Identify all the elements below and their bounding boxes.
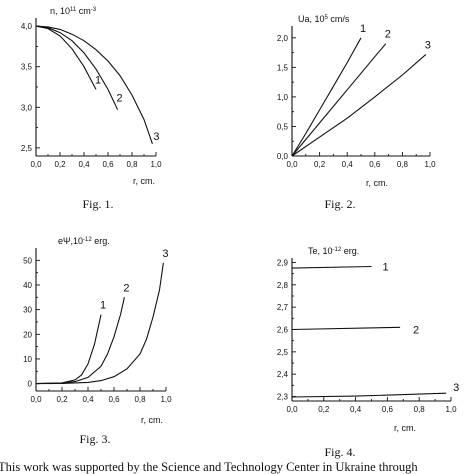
x-tick-label: 0,6 xyxy=(108,395,120,404)
y-axis-label: n, 1011 cm-3 xyxy=(50,6,97,16)
series-line-3 xyxy=(35,25,153,144)
x-axis-label: r, cm. xyxy=(133,176,155,186)
series-label-2: 2 xyxy=(123,282,129,294)
x-axis-label: r, cm. xyxy=(394,423,416,433)
y-tick-label: 50 xyxy=(23,256,32,265)
series-line-1 xyxy=(35,314,102,385)
x-tick-label: 0,2 xyxy=(54,160,66,169)
x-tick-label: 0,0 xyxy=(30,160,42,169)
x-tick-label: 0,0 xyxy=(286,160,298,169)
chart-1: 0,0 0,2 0,4 0,6 0,8 1,0 2,5 3,0 3,5 4,0 n, 1011 cm… xyxy=(21,6,162,211)
y-tick-label: 2,5 xyxy=(21,144,33,153)
x-tick-label: 0,0 xyxy=(286,405,298,414)
y-tick-label: 40 xyxy=(23,281,32,290)
x-axis-label: r, cm. xyxy=(141,415,163,425)
chart-3: 0,0 0,2 0,4 0,6 0,8 1,0 0 10 20 30 40 50 eΨ,10-12 er… xyxy=(23,236,172,446)
series-label-1: 1 xyxy=(360,23,366,35)
y-tick-label: 2,3 xyxy=(277,393,289,402)
series-line-2 xyxy=(291,326,401,331)
y-tick-label: 2,8 xyxy=(277,281,289,290)
x-tick-label: 1,0 xyxy=(160,395,172,404)
y-tick-label: 20 xyxy=(23,330,32,339)
x-tick-label: 0,0 xyxy=(30,395,42,404)
y-tick-label: 2,5 xyxy=(277,348,289,357)
x-tick-label: 0,2 xyxy=(56,395,68,404)
chart-4: 0,0 0,2 0,4 0,6 0,8 1,0 2,3 2,4 2,5 2,6 2,7 2,8 2,9 T… xyxy=(277,246,459,459)
series-line-2 xyxy=(35,297,125,385)
series-label-3: 3 xyxy=(453,382,459,394)
series-label-1: 1 xyxy=(382,261,388,273)
x-tick-label: 0,2 xyxy=(314,160,326,169)
y-tick-label: 0,0 xyxy=(277,152,289,161)
x-tick-label: 0,8 xyxy=(134,395,146,404)
series-line-1 xyxy=(35,25,97,90)
y-axis-label: eΨ,10-12 erg. xyxy=(58,236,110,246)
series-label-3: 3 xyxy=(153,131,159,143)
figure-caption: Fig. 2. xyxy=(324,197,355,211)
x-tick-label: 0,4 xyxy=(342,160,354,169)
figure-caption: Fig. 3. xyxy=(79,432,110,446)
y-tick-label: 2,7 xyxy=(277,303,289,312)
y-axis-label: Ua, 105 cm/s xyxy=(298,14,350,24)
figure-caption: Fig. 4. xyxy=(324,445,355,459)
figure-caption: Fig. 1. xyxy=(82,197,113,211)
x-tick-label: 0,6 xyxy=(382,405,394,414)
series-label-2: 2 xyxy=(385,29,391,41)
y-tick-label: 3,0 xyxy=(21,103,33,112)
y-tick-label: 0,5 xyxy=(277,122,289,131)
y-tick-label: 30 xyxy=(23,306,32,315)
footer-text: This work was supported by the Science a… xyxy=(0,460,418,474)
x-tick-label: 0,8 xyxy=(397,160,409,169)
series-line-3 xyxy=(291,53,427,157)
series-line-3 xyxy=(291,392,447,398)
x-tick-label: 0,4 xyxy=(82,395,94,404)
series-label-3: 3 xyxy=(425,39,431,51)
series-line-1 xyxy=(291,265,372,269)
y-tick-label: 4,0 xyxy=(21,22,33,31)
x-tick-label: 0,2 xyxy=(318,405,330,414)
chart-2: 0,0 0,2 0,4 0,6 0,8 1,0 0,0 0,5 1,0 1,5 2,0 Ua, 105… xyxy=(277,14,436,211)
series-label-2: 2 xyxy=(413,324,419,336)
x-tick-label: 1,0 xyxy=(424,160,436,169)
x-tick-label: 1,0 xyxy=(150,160,162,169)
series-label-1: 1 xyxy=(95,74,101,86)
series-line-3 xyxy=(35,262,164,385)
y-tick-label: 2,4 xyxy=(277,370,289,379)
y-axis-label: Te, 10-12 erg. xyxy=(308,246,359,256)
x-tick-label: 0,8 xyxy=(414,405,426,414)
y-tick-label: 2,9 xyxy=(277,258,289,267)
x-tick-label: 0,4 xyxy=(78,160,90,169)
y-tick-label: 1,0 xyxy=(277,93,289,102)
series-line-1 xyxy=(291,37,362,157)
y-tick-label: 10 xyxy=(23,355,32,364)
x-tick-label: 0,4 xyxy=(350,405,362,414)
y-tick-label: 2,6 xyxy=(277,326,289,335)
series-label-3: 3 xyxy=(162,248,168,260)
series-label-2: 2 xyxy=(117,93,123,105)
series-label-1: 1 xyxy=(100,300,106,312)
x-tick-label: 1,0 xyxy=(445,405,457,414)
x-tick-label: 0,6 xyxy=(369,160,381,169)
y-tick-label: 3,5 xyxy=(21,63,33,72)
series-line-2 xyxy=(291,43,387,157)
x-tick-label: 0,6 xyxy=(102,160,114,169)
y-tick-label: 1,5 xyxy=(277,63,289,72)
x-axis-label: r, cm. xyxy=(366,178,388,188)
series-line-2 xyxy=(35,25,119,110)
y-tick-label: 2,0 xyxy=(277,34,289,43)
x-tick-label: 0,8 xyxy=(126,160,138,169)
y-tick-label: 0 xyxy=(28,380,33,389)
